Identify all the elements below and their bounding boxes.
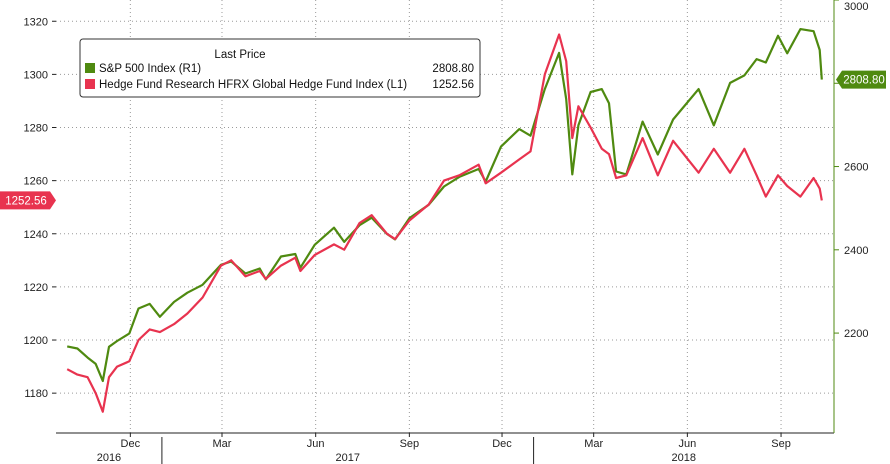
axes: 1180 1200 1220 1240 1260 1280 1300 1320 2200 2400… xyxy=(24,0,868,464)
legend-entry-value: 1252.56 xyxy=(432,79,474,91)
x-tick-label: Jun xyxy=(678,438,696,450)
x-tick-label: Sep xyxy=(400,438,420,450)
legend-entry-value: 2808.80 xyxy=(432,63,474,75)
year-label: 2017 xyxy=(336,452,360,464)
x-tick-label: Jun xyxy=(307,438,325,450)
left-tick-label: 1180 xyxy=(24,388,48,400)
badge-shape xyxy=(836,70,886,89)
x-tick-label: Dec xyxy=(121,438,141,450)
left-tick-label: 1220 xyxy=(24,282,48,294)
year-label: 2016 xyxy=(97,452,121,464)
x-tick-label: Sep xyxy=(771,438,791,450)
badge-value: 2808.80 xyxy=(843,75,885,87)
last-price-badge-right: 2808.80 xyxy=(836,70,886,89)
legend-entry-name: S&P 500 Index (R1) xyxy=(99,63,201,75)
series-line-right xyxy=(66,28,823,383)
series-line-left xyxy=(66,33,823,413)
right-tick-label: 2200 xyxy=(844,328,868,340)
year-label: 2018 xyxy=(672,452,696,464)
last-price-badge-left: 1252.56 xyxy=(0,191,56,210)
left-tick-label: 1300 xyxy=(24,69,48,81)
left-tick-label: 1280 xyxy=(24,123,48,135)
right-tick-label: 2600 xyxy=(844,162,868,174)
left-tick-label: 1260 xyxy=(24,176,48,188)
last-price-badges: 2808.80 1252.56 xyxy=(0,70,886,210)
right-tick-label: 3000 xyxy=(844,1,868,13)
legend-swatch xyxy=(85,63,95,73)
x-tick-label: Mar xyxy=(213,438,232,450)
left-tick-label: 1200 xyxy=(24,335,48,347)
left-tick-label: 1320 xyxy=(24,16,48,28)
right-tick-label: 2400 xyxy=(844,245,868,257)
legend-box xyxy=(79,38,481,98)
legend: Last Price S&P 500 Index (R1) 2808.80 Hedge… xyxy=(79,38,481,98)
legend-header: Last Price xyxy=(214,49,265,61)
left-tick-label: 1240 xyxy=(24,229,48,241)
legend-entry-name: Hedge Fund Research HFRX Global Hedge Fu… xyxy=(99,79,407,91)
x-tick-label: Dec xyxy=(492,438,512,450)
series-lines xyxy=(66,28,823,413)
badge-shape xyxy=(0,191,56,210)
x-tick-label: Mar xyxy=(584,438,603,450)
badge-value: 1252.56 xyxy=(5,195,47,207)
legend-swatch xyxy=(85,79,95,89)
